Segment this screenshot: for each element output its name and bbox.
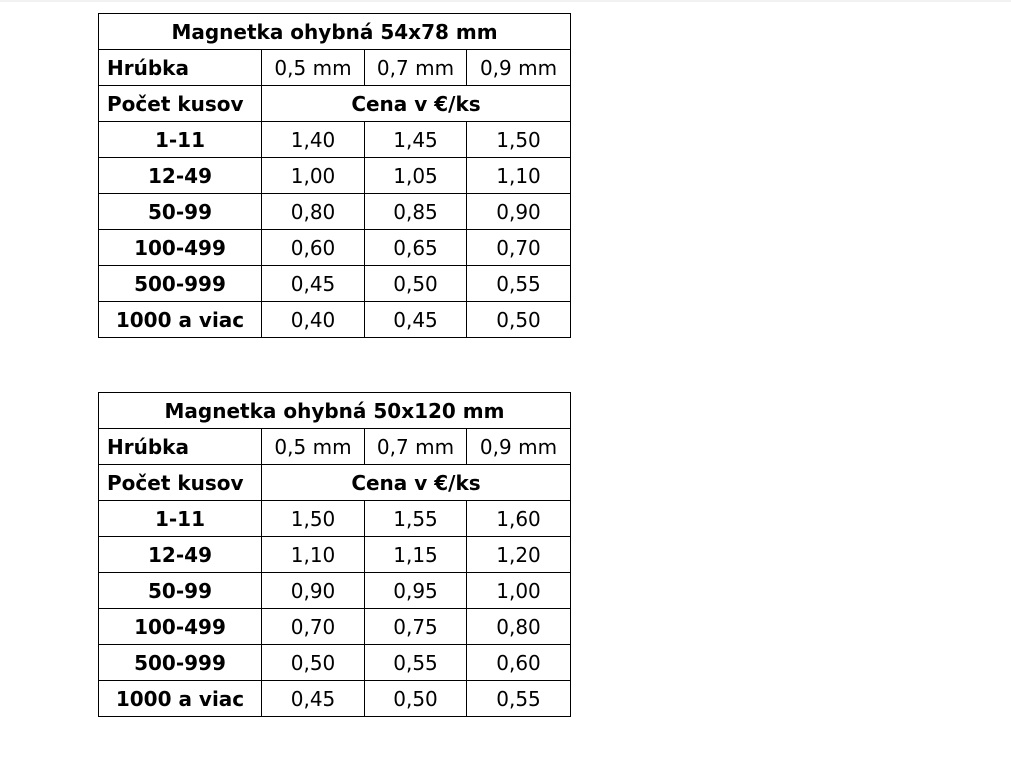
price-cell: 1,20 <box>466 536 571 573</box>
table-row: 12-49 1,10 1,15 1,20 <box>98 536 571 573</box>
quantity-range: 1000 a viac <box>98 301 262 338</box>
quantity-range: 100-499 <box>98 608 262 645</box>
price-cell: 0,55 <box>364 644 467 681</box>
price-cell: 1,10 <box>261 536 365 573</box>
price-cell: 1,55 <box>364 500 467 537</box>
price-cell: 0,90 <box>261 572 365 609</box>
price-cell: 0,50 <box>261 644 365 681</box>
price-cell: 0,60 <box>261 229 365 266</box>
quantity-range: 50-99 <box>98 193 262 230</box>
thickness-label: Hrúbka <box>98 49 262 86</box>
table-row: 50-99 0,80 0,85 0,90 <box>98 193 572 230</box>
price-cell: 0,65 <box>364 229 467 266</box>
quantity-range: 50-99 <box>98 572 262 609</box>
price-cell: 0,90 <box>465 193 572 230</box>
price-cell: 1,40 <box>261 121 365 158</box>
price-cell: 1,05 <box>364 157 467 194</box>
price-header-row: Počet kusov Cena v €/ks <box>98 464 571 501</box>
quantity-range: 1-11 <box>98 121 262 158</box>
table-row: 500-999 0,45 0,50 0,55 <box>98 265 572 302</box>
price-table-50x120: Magnetka ohybná 50x120 mm Hrúbka 0,5 mm … <box>98 392 571 717</box>
quantity-range: 500-999 <box>98 265 262 302</box>
table-row: 100-499 0,70 0,75 0,80 <box>98 608 571 645</box>
top-divider <box>0 0 1011 2</box>
table-row: 50-99 0,90 0,95 1,00 <box>98 572 571 609</box>
price-cell: 0,75 <box>364 608 467 645</box>
price-cell: 1,50 <box>261 500 365 537</box>
price-label: Cena v €/ks <box>261 464 571 501</box>
table-title: Magnetka ohybná 54x78 mm <box>97 13 572 50</box>
price-table-54x78: Magnetka ohybná 54x78 mm Hrúbka 0,5 mm 0… <box>97 13 572 338</box>
quantity-range: 12-49 <box>98 536 262 573</box>
price-cell: 0,50 <box>364 680 467 717</box>
table-row: 12-49 1,00 1,05 1,10 <box>98 157 572 194</box>
price-cell: 0,45 <box>364 301 467 338</box>
price-cell: 0,80 <box>261 193 365 230</box>
price-cell: 0,80 <box>466 608 571 645</box>
price-cell: 1,10 <box>465 157 572 194</box>
thickness-value: 0,5 mm <box>261 428 365 465</box>
quantity-range: 1-11 <box>98 500 262 537</box>
price-cell: 1,50 <box>465 121 572 158</box>
price-cell: 0,70 <box>261 608 365 645</box>
quantity-range: 1000 a viac <box>98 680 262 717</box>
quantity-label: Počet kusov <box>98 464 262 501</box>
quantity-range: 500-999 <box>98 644 262 681</box>
price-cell: 0,45 <box>261 265 365 302</box>
table-row: 1000 a viac 0,45 0,50 0,55 <box>98 680 571 717</box>
table-row: 1-11 1,40 1,45 1,50 <box>98 121 572 158</box>
price-cell: 1,00 <box>261 157 365 194</box>
thickness-value: 0,9 mm <box>465 49 572 86</box>
thickness-value: 0,7 mm <box>364 49 467 86</box>
price-cell: 0,60 <box>466 644 571 681</box>
table-row: 100-499 0,60 0,65 0,70 <box>98 229 572 266</box>
thickness-value: 0,7 mm <box>364 428 467 465</box>
quantity-range: 100-499 <box>98 229 262 266</box>
thickness-row: Hrúbka 0,5 mm 0,7 mm 0,9 mm <box>98 49 572 86</box>
quantity-label: Počet kusov <box>98 85 262 122</box>
price-cell: 1,15 <box>364 536 467 573</box>
table-title-row: Magnetka ohybná 54x78 mm <box>97 13 572 50</box>
price-cell: 0,50 <box>465 301 572 338</box>
price-cell: 0,45 <box>261 680 365 717</box>
table-title-row: Magnetka ohybná 50x120 mm <box>98 392 571 429</box>
thickness-row: Hrúbka 0,5 mm 0,7 mm 0,9 mm <box>98 428 571 465</box>
price-cell: 1,45 <box>364 121 467 158</box>
price-cell: 0,85 <box>364 193 467 230</box>
table-row: 500-999 0,50 0,55 0,60 <box>98 644 571 681</box>
price-cell: 0,50 <box>364 265 467 302</box>
thickness-value: 0,9 mm <box>466 428 571 465</box>
thickness-label: Hrúbka <box>98 428 262 465</box>
table-title: Magnetka ohybná 50x120 mm <box>98 392 571 429</box>
quantity-range: 12-49 <box>98 157 262 194</box>
price-cell: 0,95 <box>364 572 467 609</box>
price-cell: 0,55 <box>465 265 572 302</box>
price-cell: 0,40 <box>261 301 365 338</box>
price-cell: 0,55 <box>466 680 571 717</box>
thickness-value: 0,5 mm <box>261 49 365 86</box>
price-cell: 0,70 <box>465 229 572 266</box>
table-row: 1000 a viac 0,40 0,45 0,50 <box>98 301 572 338</box>
price-header-row: Počet kusov Cena v €/ks <box>98 85 572 122</box>
price-cell: 1,60 <box>466 500 571 537</box>
table-row: 1-11 1,50 1,55 1,60 <box>98 500 571 537</box>
price-cell: 1,00 <box>466 572 571 609</box>
price-label: Cena v €/ks <box>260 85 572 122</box>
